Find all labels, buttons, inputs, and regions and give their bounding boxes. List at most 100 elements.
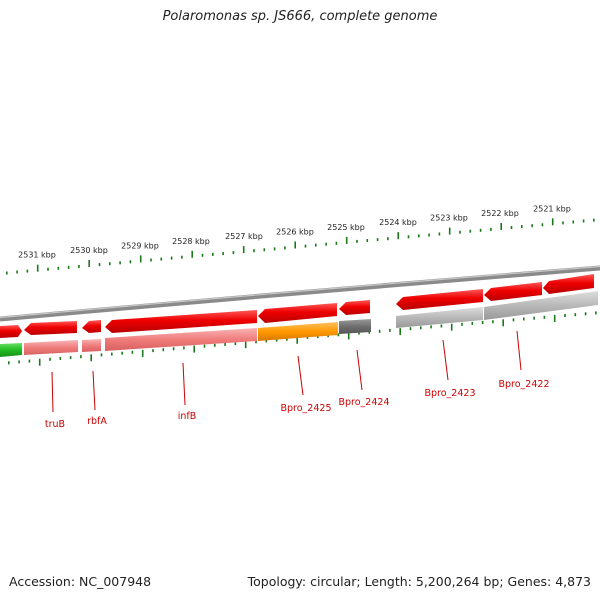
gene-labels: truB rbfA infB Bpro_2425 Bpro_2424 Bpro_… — [45, 379, 550, 430]
major-tick-top — [397, 232, 399, 240]
minor-tick-bottom — [121, 351, 123, 355]
minor-tick-top — [273, 247, 276, 251]
minor-tick-bottom — [203, 344, 206, 348]
minor-tick-bottom — [595, 311, 597, 315]
leader-truB — [51, 371, 54, 413]
gene-arrow-fwd-1[interactable] — [0, 325, 22, 338]
minor-tick-top — [212, 252, 214, 256]
minor-tick-top — [572, 220, 575, 224]
minor-tick-bottom — [162, 348, 165, 352]
major-tick-bottom — [399, 328, 401, 336]
minor-tick-bottom — [481, 321, 484, 324]
genome-backbone — [0, 265, 600, 322]
minor-tick-top — [304, 244, 307, 248]
minor-tick-bottom — [523, 317, 525, 321]
minor-tick-top — [541, 223, 544, 227]
scale-label: 2524 kbp — [379, 218, 417, 227]
scale-ticks-top — [6, 218, 595, 275]
minor-tick-bottom — [100, 353, 103, 357]
minor-tick-bottom — [111, 352, 113, 356]
minor-tick-top — [6, 271, 8, 275]
feature-block-Bpro_2424[interactable] — [339, 319, 371, 334]
gene-arrow-fwd-6[interactable] — [339, 300, 370, 315]
minor-tick-bottom — [368, 330, 371, 334]
feature-lane — [0, 291, 598, 357]
gene-label-Bpro_2422[interactable]: Bpro_2422 — [499, 379, 550, 390]
gene-label-rbfA[interactable]: rbfA — [87, 416, 107, 427]
scale-labels: 2531 kbp 2530 kbp 2529 kbp 2528 kbp 2527 kbp… — [18, 204, 571, 259]
minor-tick-top — [562, 221, 564, 225]
minor-tick-bottom — [584, 312, 587, 316]
minor-tick-top — [160, 257, 163, 261]
minor-tick-top — [407, 235, 410, 239]
minor-tick-top — [418, 234, 420, 238]
feature-block-rbfA[interactable] — [82, 339, 101, 352]
gene-label-Bpro_2423[interactable]: Bpro_2423 — [425, 388, 476, 399]
minor-tick-top — [428, 233, 430, 237]
gene-arrow-fwd-5[interactable] — [258, 303, 337, 323]
gene-arrow-fwd-8[interactable] — [484, 282, 542, 301]
gene-arrow-fwd-4[interactable] — [105, 310, 257, 333]
scale-label: 2523 kbp — [430, 214, 468, 223]
feature-block-Bpro_2422[interactable] — [484, 291, 598, 320]
minor-tick-bottom — [389, 328, 391, 332]
minor-tick-top — [315, 243, 317, 247]
minor-tick-bottom — [255, 340, 257, 344]
minor-tick-top — [459, 230, 461, 234]
gene-label-truB[interactable]: truB — [45, 419, 65, 430]
minor-tick-top — [16, 270, 18, 274]
major-tick-bottom — [502, 319, 504, 327]
feature-block-truB[interactable] — [24, 340, 78, 355]
minor-tick-top — [57, 266, 60, 270]
accession-label: Accession: NC_007948 — [9, 574, 152, 589]
minor-tick-bottom — [275, 338, 278, 342]
gene-arrow-fwd-3[interactable] — [82, 320, 101, 333]
feature-block-infB[interactable] — [105, 328, 257, 351]
minor-tick-bottom — [131, 350, 134, 354]
minor-tick-top — [335, 241, 338, 245]
minor-tick-bottom — [8, 361, 10, 365]
scale-label: 2527 kbp — [225, 232, 263, 241]
minor-tick-top — [232, 251, 235, 255]
minor-tick-top — [438, 232, 441, 236]
gene-label-leaders — [51, 330, 522, 413]
gene-label-Bpro_2424[interactable]: Bpro_2424 — [339, 397, 390, 408]
leader-infB — [182, 362, 186, 406]
minor-tick-top — [479, 228, 482, 232]
major-tick-bottom — [141, 349, 144, 357]
gene-arrow-fwd-2[interactable] — [24, 321, 77, 335]
minor-tick-bottom — [440, 324, 443, 328]
minor-tick-top — [67, 265, 70, 269]
minor-tick-top — [129, 260, 132, 264]
leader-Bpro_2422 — [516, 330, 522, 371]
feature-block-green[interactable] — [0, 343, 22, 357]
major-tick-bottom — [450, 323, 453, 331]
scale-label: 2531 kbp — [18, 251, 56, 260]
minor-tick-top — [582, 219, 585, 223]
forward-strand-genes — [0, 274, 594, 338]
minor-tick-top — [119, 261, 121, 265]
minor-tick-top — [356, 239, 358, 243]
minor-tick-top — [150, 258, 152, 262]
genome-title: Polaromonas sp. JS666, complete genome — [162, 9, 438, 24]
major-tick-top — [345, 236, 348, 244]
major-tick-top — [294, 241, 296, 249]
feature-block-Bpro_2425[interactable] — [258, 322, 338, 341]
minor-tick-top — [253, 249, 255, 253]
minor-tick-bottom — [172, 347, 175, 351]
gene-arrow-fwd-9[interactable] — [543, 274, 594, 294]
minor-tick-bottom — [409, 327, 412, 331]
minor-tick-bottom — [471, 321, 474, 325]
feature-block-Bpro_2423[interactable] — [396, 307, 483, 328]
minor-tick-top — [222, 252, 224, 255]
minor-tick-top — [47, 267, 49, 271]
major-tick-top — [448, 227, 451, 235]
gene-label-Bpro_2425[interactable]: Bpro_2425 — [281, 403, 332, 414]
minor-tick-bottom — [533, 316, 535, 320]
minor-tick-top — [325, 242, 327, 246]
gene-label-infB[interactable]: infB — [178, 411, 197, 422]
minor-tick-bottom — [430, 325, 432, 329]
minor-tick-top — [201, 253, 204, 257]
gene-arrow-fwd-7[interactable] — [396, 289, 483, 310]
